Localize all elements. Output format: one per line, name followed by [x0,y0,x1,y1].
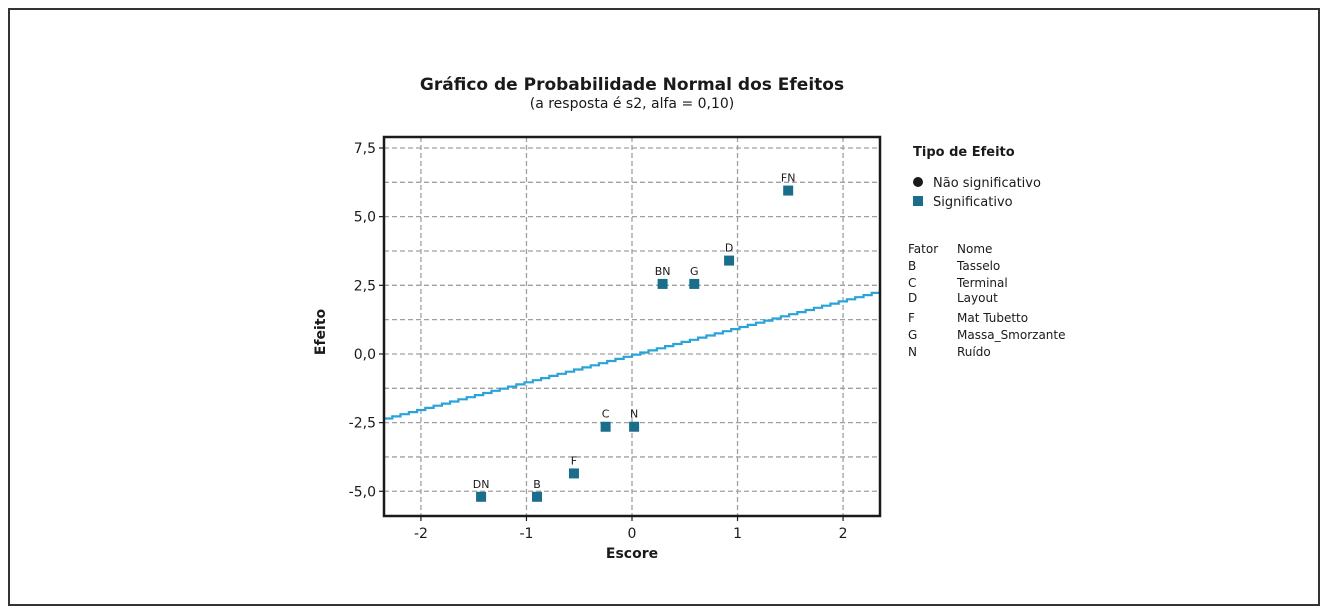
y-axis-title: Efeito [313,308,329,355]
data-point-label: F [571,454,577,467]
legend-marker-not-significant [913,177,923,187]
x-tick-label: -2 [414,526,428,542]
legend-title: Tipo de Efeito [913,145,1015,160]
chart-subtitle: (a resposta é s2, alfa = 0,10) [530,96,735,112]
factor-name: Ruído [957,345,991,359]
y-axis-ticks: -5,0 -2,5 0,0 2,5 5,0 7,5 [349,141,384,500]
data-point-label: FN [781,172,796,185]
y-tick-label: 7,5 [354,141,376,157]
data-point-label: N [630,408,638,421]
data-point-label: B [533,478,541,491]
legend-label-not-significant: Não significativo [933,176,1041,191]
data-point-d [724,255,735,266]
data-point-label: BN [655,265,671,278]
data-point-label: DN [473,478,490,491]
normal-reference-line [384,290,882,420]
data-point-n [629,421,640,432]
factor-code: B [908,259,916,273]
factor-header-nome: Nome [957,242,992,256]
factor-code: C [908,276,916,290]
data-points: FN D G BN N C F B DN [473,172,796,502]
factor-name: Tasselo [956,259,1000,273]
data-point-fn [783,185,794,196]
x-axis-title: Escore [606,546,658,562]
legend-marker-significant [913,196,923,206]
y-tick-label: 5,0 [354,210,376,226]
factor-code: F [908,311,915,325]
factor-header-fator: Fator [908,242,938,256]
legend-label-significant: Significativo [933,195,1013,210]
y-tick-label: 2,5 [354,278,376,294]
data-point-label: C [602,408,610,421]
y-tick-label: 0,0 [354,347,376,363]
data-point-label: G [690,265,699,278]
x-tick-label: 0 [628,526,637,542]
data-point-label: D [725,242,733,255]
chart-title: Gráfico de Probabilidade Normal dos Efei… [420,75,844,95]
x-tick-label: 2 [839,526,848,542]
data-point-f [568,468,579,479]
data-point-bn [657,278,668,289]
data-point-g [689,278,700,289]
factor-name: Massa_Smorzante [957,328,1066,342]
chart-frame [8,8,1320,606]
factor-name: Mat Tubetto [957,311,1028,325]
data-point-dn [476,491,487,502]
factor-code: G [908,328,917,342]
y-tick-label: -2,5 [349,416,376,432]
x-axis-ticks: -2 -1 0 1 2 [414,516,848,542]
factor-code: D [908,291,917,305]
x-tick-label: -1 [519,526,533,542]
data-point-c [600,421,611,432]
factor-code: N [908,345,917,359]
legend: Tipo de Efeito Não significativo Signifi… [913,145,1041,210]
data-point-b [532,491,543,502]
y-tick-label: -5,0 [349,484,376,500]
x-tick-label: 1 [733,526,742,542]
factor-name: Terminal [956,276,1008,290]
factor-name-table: Fator Nome B Tasselo C Terminal D Layout… [908,242,1066,359]
grid-lines [384,137,880,516]
factor-name: Layout [957,291,998,305]
